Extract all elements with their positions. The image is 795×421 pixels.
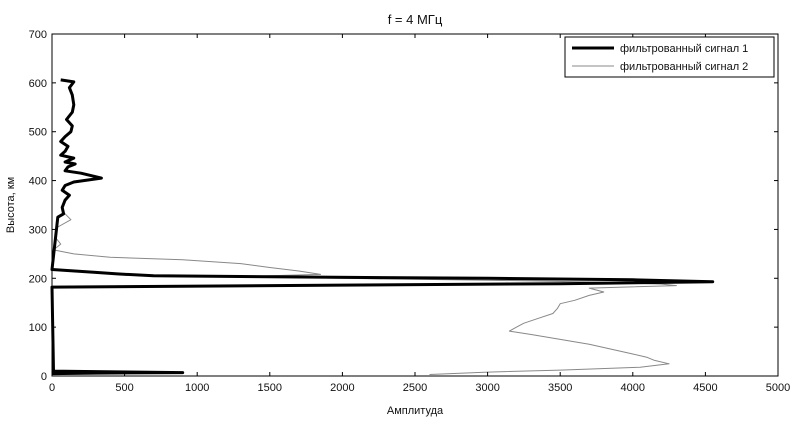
x-tick-label: 1000 <box>185 382 209 394</box>
x-tick-label: 500 <box>115 382 133 394</box>
legend: фильтрованный сигнал 1 фильтрованный сиг… <box>564 36 775 78</box>
legend-entry-series-2: фильтрованный сигнал 2 <box>620 61 748 73</box>
series-line-2 <box>53 211 677 375</box>
legend-entry-series-1: фильтрованный сигнал 1 <box>620 43 748 55</box>
x-tick-label: 2500 <box>403 382 427 394</box>
y-tick-label: 700 <box>29 29 47 41</box>
y-tick-label: 500 <box>29 127 47 139</box>
y-tick-label: 200 <box>29 273 47 285</box>
y-tick-label: 0 <box>41 371 47 383</box>
x-axis-label: Амплитуда <box>387 405 444 417</box>
x-tick-label: 2000 <box>330 382 354 394</box>
x-tick-label: 3500 <box>548 382 572 394</box>
y-tick-label: 600 <box>29 78 47 90</box>
x-tick-label: 0 <box>49 382 55 394</box>
y-tick-label: 100 <box>29 322 47 334</box>
y-tick-label: 300 <box>29 224 47 236</box>
x-tick-label: 1500 <box>258 382 282 394</box>
plot-area <box>51 33 779 377</box>
x-axis: 0 500 1000 1500 2000 2500 3000 3500 4000 4500 5000 <box>49 34 790 394</box>
legend-box <box>564 36 775 78</box>
chart-title: f = 4 МГц <box>388 12 443 27</box>
y-axis: 0 100 200 300 400 500 600 700 <box>29 29 778 383</box>
x-tick-label: 4500 <box>693 382 717 394</box>
y-axis-label: Высота, км <box>5 177 17 233</box>
x-tick-label: 4000 <box>621 382 645 394</box>
x-tick-label: 3000 <box>475 382 499 394</box>
series-line-1 <box>50 78 715 376</box>
series-layer <box>50 78 715 376</box>
x-tick-label: 5000 <box>766 382 790 394</box>
y-tick-label: 400 <box>29 176 47 188</box>
